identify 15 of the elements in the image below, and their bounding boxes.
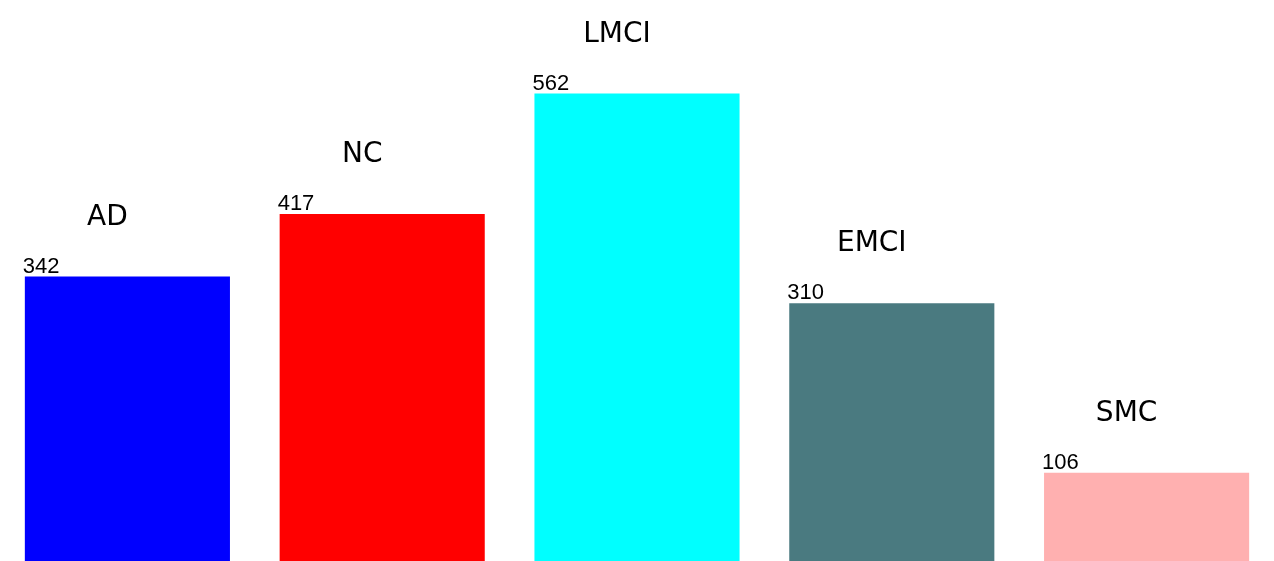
data-label: 417: [277, 190, 315, 216]
data-label: 342: [22, 252, 60, 278]
data-label: 310: [787, 279, 824, 305]
x-tick-label: NC: [341, 136, 383, 170]
bar: [24, 276, 230, 561]
bar: [1044, 472, 1250, 561]
x-tick-label: SMC: [1095, 395, 1158, 429]
x-tick-label: EMCI: [836, 225, 907, 259]
bar: [789, 303, 995, 561]
data-label: 106: [1042, 448, 1079, 474]
data-label: 562: [532, 69, 570, 95]
bar: [534, 93, 740, 561]
x-tick-label: LMCI: [583, 15, 651, 49]
x-tick-label: AD: [87, 198, 128, 232]
bar: [279, 214, 485, 561]
